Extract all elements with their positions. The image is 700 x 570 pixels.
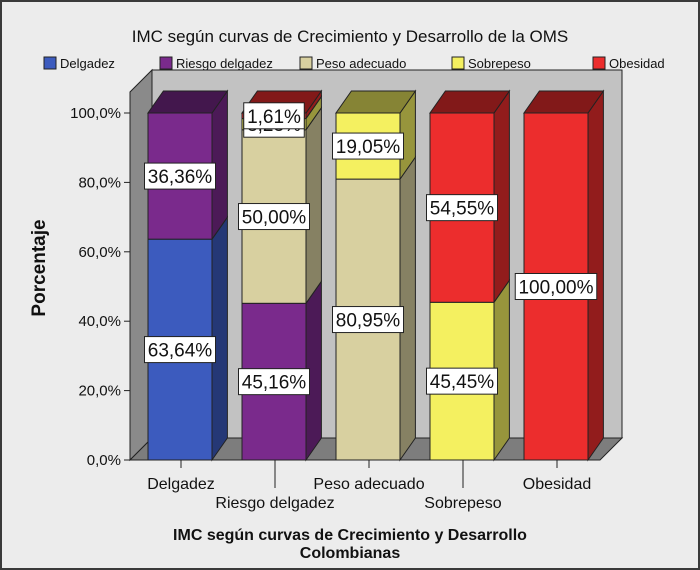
data-label-box (426, 367, 498, 395)
x-axis-title: IMC según curvas de Crecimiento y Desarr… (173, 527, 527, 562)
data-label-box (332, 306, 404, 334)
data-label: 50,00% (242, 208, 307, 229)
legend-label: Peso adecuado (316, 56, 406, 71)
legend-swatch (299, 56, 313, 70)
data-label: 100,00% (518, 278, 593, 299)
x-tick-label: Sobrepeso (424, 495, 501, 512)
data-label: 1,61% (247, 107, 301, 128)
legend-swatch (592, 56, 606, 70)
data-label-box (426, 194, 498, 222)
y-axis: 0,0% 20,0% 40,0% 60,0% 80,0% 100,0% (70, 95, 131, 469)
legend-label: Riesgo delgadez (176, 56, 273, 71)
legend-swatch (451, 56, 465, 70)
chart-title: IMC según curvas de Crecimiento y Desarr… (132, 27, 569, 46)
legend: Delgadez Riesgo delgadez Peso adecuado Sobr… (43, 56, 665, 71)
x-axis-title-line: Colombianas (300, 545, 401, 562)
data-label: 45,16% (242, 373, 307, 394)
data-label-box (238, 203, 310, 231)
legend-label: Obesidad (609, 56, 665, 71)
y-axis-title: Porcentaje (29, 219, 50, 316)
data-label-box (144, 336, 216, 364)
x-tick-label: Delgadez (147, 476, 215, 493)
data-label: 80,95% (336, 311, 401, 332)
y-tick-label: 20,0% (78, 383, 121, 400)
bar-top (147, 90, 229, 114)
y-tick-label: 60,0% (78, 244, 121, 261)
y-tick-label: 100,0% (70, 105, 121, 122)
data-label-box (514, 273, 598, 300)
y-tick-label: 80,0% (78, 174, 121, 191)
x-axis-title-line: IMC según curvas de Crecimiento y Desarr… (173, 527, 527, 544)
data-label: 19,05% (336, 137, 401, 158)
bars-group: 63,64%36,36%45,16%50,00%3,23%1,61%80,95%… (144, 89, 605, 462)
data-label-box (332, 132, 404, 160)
data-label: 45,45% (430, 372, 495, 393)
data-label: 36,36% (148, 167, 213, 188)
x-tick-label: Obesidad (523, 476, 592, 493)
legend-label: Sobrepeso (468, 56, 531, 71)
bar-top (335, 90, 417, 114)
legend-label: Delgadez (60, 56, 115, 71)
data-label: 63,64% (148, 341, 213, 362)
x-tick-label: Peso adecuado (313, 476, 424, 493)
bar-top (523, 90, 605, 114)
x-tick-label: Riesgo delgadez (215, 495, 334, 512)
data-label-box (243, 102, 305, 130)
data-label-box (144, 162, 216, 190)
y-tick-label: 40,0% (78, 313, 121, 330)
y-tick-label: 0,0% (87, 452, 121, 469)
bar-top (429, 90, 511, 114)
legend-swatch (159, 56, 173, 70)
legend-swatch (43, 56, 57, 70)
data-label-box (238, 368, 310, 396)
data-label: 54,55% (430, 199, 495, 220)
